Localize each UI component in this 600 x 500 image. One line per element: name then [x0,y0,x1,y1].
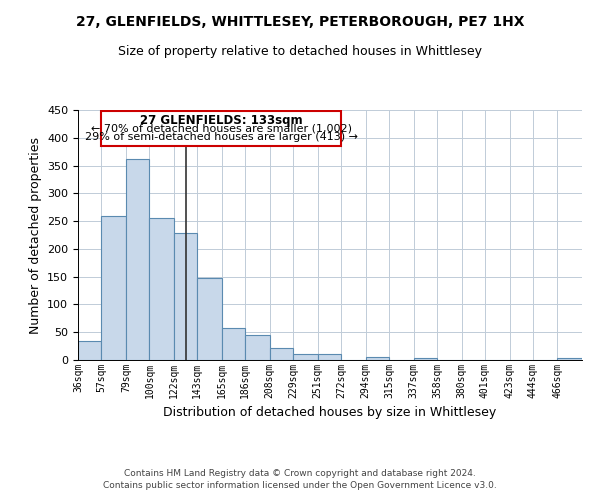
Text: Contains public sector information licensed under the Open Government Licence v3: Contains public sector information licen… [103,481,497,490]
Bar [126,159,149,360]
X-axis label: Distribution of detached houses by size in Whittlesey: Distribution of detached houses by size … [163,406,497,420]
Bar [413,358,437,360]
FancyBboxPatch shape [101,111,341,146]
Bar [78,340,101,360]
Y-axis label: Number of detached properties: Number of detached properties [29,136,41,334]
Bar [245,335,270,360]
Bar [270,348,293,360]
Bar [557,358,582,360]
Text: Contains HM Land Registry data © Crown copyright and database right 2024.: Contains HM Land Registry data © Crown c… [124,468,476,477]
Bar [174,234,197,360]
Bar [101,216,126,360]
Text: 27, GLENFIELDS, WHITTLESEY, PETERBOROUGH, PE7 1HX: 27, GLENFIELDS, WHITTLESEY, PETERBOROUGH… [76,15,524,29]
Text: ← 70% of detached houses are smaller (1,002): ← 70% of detached houses are smaller (1,… [91,124,352,134]
Bar [293,354,318,360]
Bar [318,354,341,360]
Text: 29% of semi-detached houses are larger (413) →: 29% of semi-detached houses are larger (… [85,132,358,142]
Text: Size of property relative to detached houses in Whittlesey: Size of property relative to detached ho… [118,45,482,58]
Bar [222,328,245,360]
Text: 27 GLENFIELDS: 133sqm: 27 GLENFIELDS: 133sqm [140,114,302,128]
Bar [197,278,222,360]
Bar [149,218,174,360]
Bar [365,356,389,360]
